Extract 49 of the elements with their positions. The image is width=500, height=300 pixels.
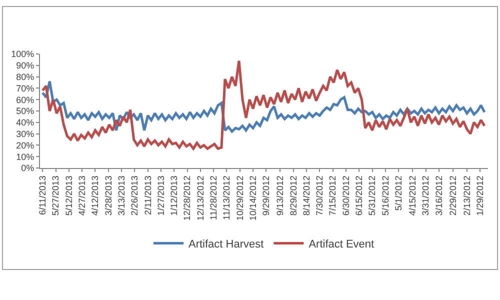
- y-tick-label: 100%: [11, 49, 34, 60]
- x-tick-label: 5/16/2012: [380, 176, 390, 216]
- x-tick-label: 7/15/2012: [328, 176, 338, 216]
- y-tick-label: 60%: [16, 94, 34, 105]
- line-series: [41, 60, 486, 150]
- y-tick-label: 90%: [16, 60, 34, 71]
- x-tick-label: 1/29/2012: [475, 176, 486, 216]
- y-tick-label: 0%: [21, 163, 34, 174]
- x-tick-label: 11/28/2012: [208, 176, 219, 220]
- x-tick-label: 1/27/2013: [156, 176, 166, 216]
- y-tick-label: 70%: [16, 83, 34, 94]
- legend-label: Artifact Event: [308, 238, 374, 251]
- legend-label: Artifact Harvest: [188, 238, 264, 251]
- x-tick-label: 6/30/2012: [340, 176, 351, 216]
- y-tick-label: 50%: [16, 106, 34, 116]
- x-tick-label: 6/11/2013: [38, 176, 48, 215]
- x-tick-label: 3/16/2012: [434, 176, 444, 216]
- x-tick-label: 2/29/2012: [448, 176, 458, 216]
- x-tick-label: 8/14/2012: [301, 176, 312, 216]
- x-tick-label: 5/12/2013: [64, 176, 74, 216]
- x-tick-label: 5/27/2013: [50, 176, 61, 216]
- x-tick-label: 2/26/2013: [130, 176, 140, 216]
- y-tick-label: 20%: [16, 140, 34, 150]
- x-tick-label: 2/13/2012: [462, 176, 472, 216]
- y-tick-label: 80%: [16, 72, 34, 82]
- x-tick-label: 9/13/2012: [275, 176, 286, 216]
- y-tick-label: 40%: [16, 118, 34, 128]
- y-tick-label: 10%: [16, 152, 34, 162]
- x-tick-label: 4/15/2012: [408, 176, 418, 216]
- x-tick-label: 3/31/2012: [420, 176, 431, 216]
- line-series: [41, 80, 486, 133]
- y-tick-label: 30%: [16, 128, 34, 139]
- x-tick-label: 10/14/2012: [248, 176, 258, 221]
- x-tick-label: 9/29/2012: [261, 176, 272, 216]
- x-tick-label: 2/11/2013: [142, 176, 153, 215]
- x-tick-label: 11/13/2012: [222, 176, 232, 220]
- x-tick-label: 10/29/2012: [234, 176, 245, 221]
- x-tick-label: 12/28/2012: [182, 176, 192, 221]
- x-tick-label: 4/12/2013: [90, 176, 100, 216]
- x-tick-label: 7/30/2012: [314, 176, 325, 216]
- x-tick-label: 5/31/2012: [367, 176, 378, 216]
- x-tick-label: 1/12/2013: [169, 176, 180, 216]
- x-tick-label: 3/13/2013: [116, 176, 126, 216]
- x-tick-label: 8/29/2012: [288, 176, 298, 216]
- x-tick-label: 12/13/2012: [195, 176, 206, 221]
- x-tick-label: 3/28/2013: [103, 176, 114, 216]
- x-tick-label: 4/27/2013: [77, 176, 88, 216]
- x-tick-label: 6/15/2012: [354, 176, 364, 216]
- x-tick-label: 5/1/2012: [394, 176, 404, 211]
